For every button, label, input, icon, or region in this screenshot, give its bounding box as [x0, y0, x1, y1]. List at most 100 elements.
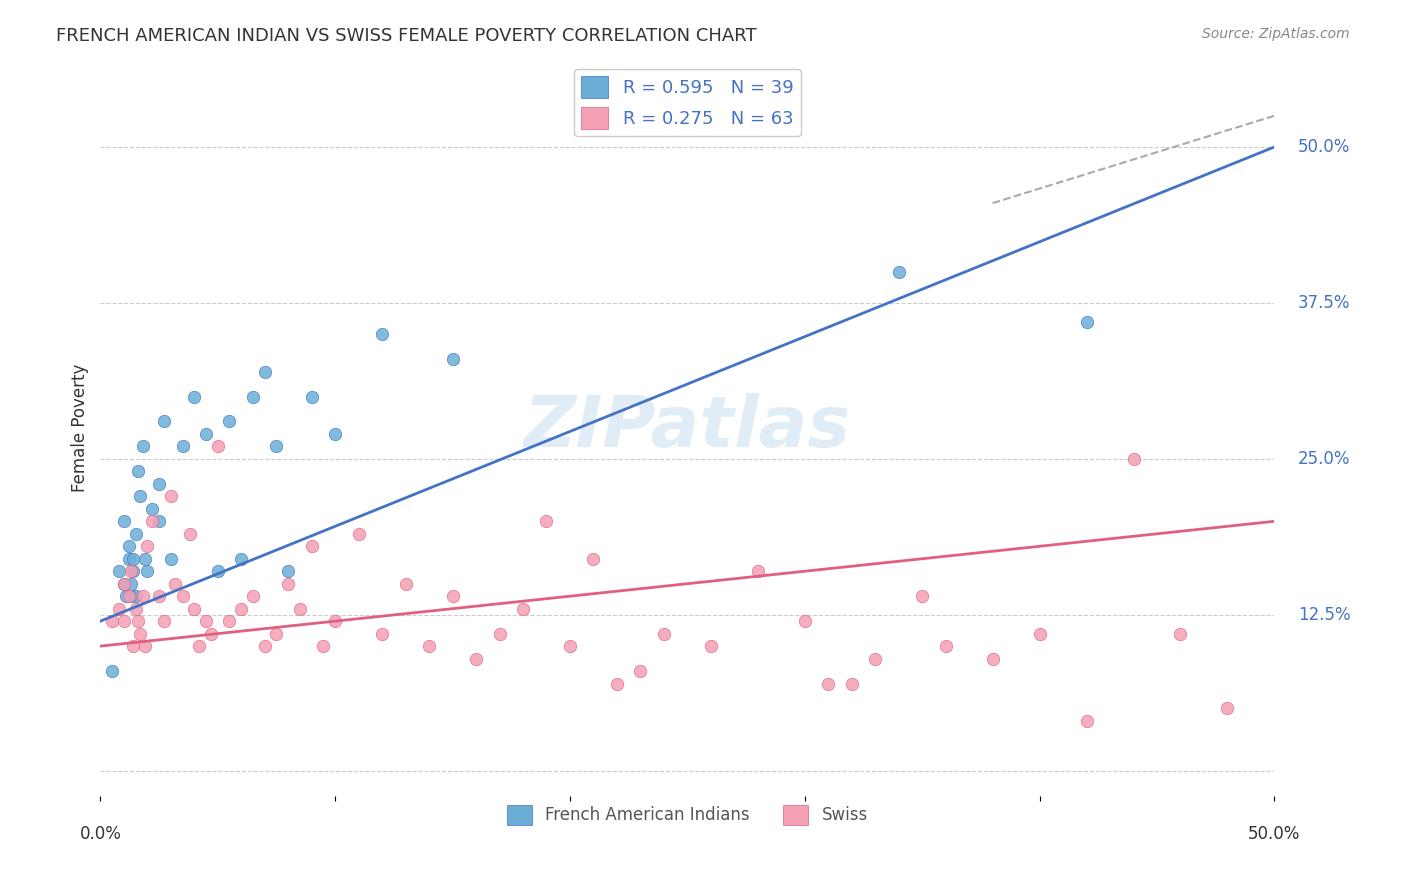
Point — [394, 576, 416, 591]
Text: FRENCH AMERICAN INDIAN VS SWISS FEMALE POVERTY CORRELATION CHART: FRENCH AMERICAN INDIAN VS SWISS FEMALE P… — [56, 27, 756, 45]
Point — [183, 390, 205, 404]
Point — [101, 664, 124, 678]
Point — [179, 526, 201, 541]
Point — [124, 526, 146, 541]
Point — [301, 539, 323, 553]
Point — [117, 551, 139, 566]
Text: ZIPatlas: ZIPatlas — [523, 393, 851, 462]
Point — [747, 564, 769, 578]
Point — [1122, 451, 1144, 466]
Point — [312, 639, 335, 653]
Point — [371, 327, 394, 342]
Point — [172, 589, 194, 603]
Point — [112, 614, 135, 628]
Point — [606, 676, 628, 690]
Point — [141, 501, 163, 516]
Point — [195, 427, 218, 442]
Point — [628, 664, 651, 678]
Point — [129, 489, 152, 503]
Point — [152, 614, 174, 628]
Point — [1076, 315, 1098, 329]
Point — [183, 601, 205, 615]
Point — [512, 601, 534, 615]
Point — [981, 651, 1004, 665]
Point — [863, 651, 886, 665]
Point — [159, 551, 181, 566]
Point — [141, 514, 163, 528]
Point — [120, 589, 142, 603]
Point — [136, 564, 159, 578]
Text: 50.0%: 50.0% — [1249, 825, 1301, 843]
Point — [323, 614, 346, 628]
Point — [277, 564, 299, 578]
Point — [301, 390, 323, 404]
Point — [101, 614, 124, 628]
Point — [242, 589, 264, 603]
Point — [120, 564, 142, 578]
Text: 0.0%: 0.0% — [79, 825, 121, 843]
Point — [652, 626, 675, 640]
Point — [418, 639, 440, 653]
Point — [134, 551, 156, 566]
Point — [131, 439, 153, 453]
Point — [188, 639, 211, 653]
Point — [1216, 701, 1239, 715]
Point — [231, 601, 253, 615]
Point — [134, 639, 156, 653]
Point — [1028, 626, 1050, 640]
Point — [441, 352, 464, 367]
Point — [465, 651, 488, 665]
Point — [935, 639, 957, 653]
Text: 37.5%: 37.5% — [1298, 294, 1350, 312]
Point — [441, 589, 464, 603]
Y-axis label: Female Poverty: Female Poverty — [72, 364, 89, 491]
Point — [582, 551, 605, 566]
Text: 12.5%: 12.5% — [1298, 606, 1351, 624]
Point — [488, 626, 510, 640]
Point — [165, 576, 187, 591]
Point — [124, 601, 146, 615]
Point — [117, 589, 139, 603]
Point — [841, 676, 863, 690]
Point — [122, 564, 145, 578]
Point — [112, 576, 135, 591]
Point — [1170, 626, 1192, 640]
Point — [266, 626, 288, 640]
Point — [108, 564, 131, 578]
Point — [112, 576, 135, 591]
Point — [218, 614, 240, 628]
Point — [266, 439, 288, 453]
Point — [288, 601, 311, 615]
Point — [195, 614, 218, 628]
Point — [817, 676, 839, 690]
Point — [218, 415, 240, 429]
Text: 50.0%: 50.0% — [1298, 138, 1350, 156]
Point — [347, 526, 370, 541]
Point — [120, 576, 142, 591]
Point — [136, 539, 159, 553]
Point — [207, 439, 229, 453]
Point — [242, 390, 264, 404]
Point — [148, 514, 170, 528]
Point — [558, 639, 581, 653]
Point — [148, 476, 170, 491]
Point — [115, 589, 138, 603]
Legend: French American Indians, Swiss: French American Indians, Swiss — [501, 798, 875, 831]
Point — [231, 551, 253, 566]
Point — [108, 601, 131, 615]
Point — [371, 626, 394, 640]
Point — [129, 626, 152, 640]
Point — [793, 614, 815, 628]
Point — [152, 415, 174, 429]
Point — [253, 639, 276, 653]
Point — [200, 626, 222, 640]
Point — [131, 589, 153, 603]
Point — [911, 589, 934, 603]
Point — [887, 265, 910, 279]
Point — [159, 489, 181, 503]
Point — [112, 514, 135, 528]
Point — [700, 639, 723, 653]
Point — [323, 427, 346, 442]
Text: 25.0%: 25.0% — [1298, 450, 1350, 468]
Point — [207, 564, 229, 578]
